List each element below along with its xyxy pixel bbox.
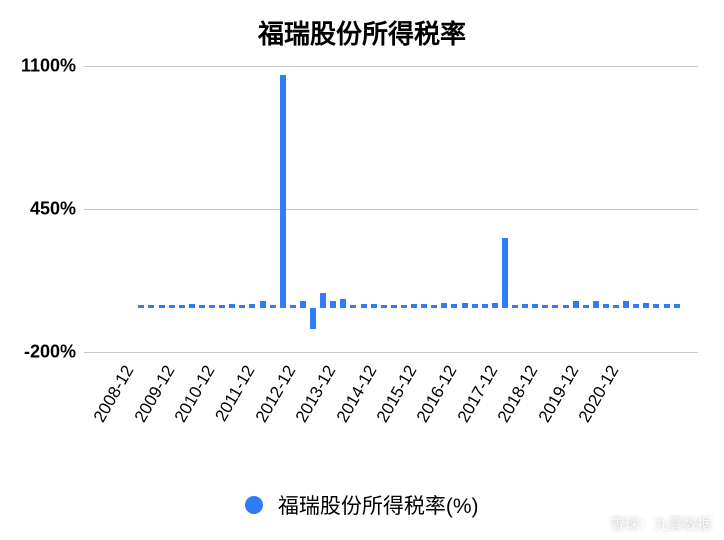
watermark-text: 雪球：九雾数据: [611, 516, 713, 532]
bar: [522, 304, 528, 308]
gridline: [84, 209, 698, 210]
bar: [573, 301, 579, 308]
plot-area: 2008-122009-122010-122011-122012-122013-…: [84, 66, 698, 352]
bar: [653, 304, 659, 308]
watermark: 雪球：九雾数据: [587, 514, 713, 534]
x-axis-labels: 2008-122009-122010-122011-122012-122013-…: [84, 352, 698, 472]
bar: [421, 304, 427, 308]
bar: [502, 238, 508, 308]
bar: [199, 305, 205, 308]
bar: [320, 293, 326, 308]
bar: [441, 303, 447, 309]
bar: [431, 305, 437, 308]
bar: [219, 305, 225, 308]
bar: [462, 303, 468, 309]
bar: [249, 304, 255, 308]
bar: [179, 305, 185, 308]
bar: [138, 305, 144, 308]
bar: [361, 304, 367, 308]
y-axis-label: 450%: [30, 199, 84, 220]
bar: [270, 305, 276, 308]
legend-label: 福瑞股份所得税率(%): [278, 490, 479, 520]
bar: [229, 304, 235, 308]
y-axis-label: 1100%: [21, 56, 84, 77]
bar: [532, 304, 538, 308]
bar: [300, 301, 306, 308]
bar: [169, 305, 175, 308]
bar: [563, 305, 569, 308]
watermark-icon: [587, 516, 605, 534]
legend-marker: [245, 496, 263, 514]
gridline: [84, 352, 698, 353]
bar: [674, 304, 680, 308]
bar: [512, 305, 518, 308]
bar: [472, 304, 478, 308]
gridline: [84, 66, 698, 67]
bar: [411, 304, 417, 308]
bar: [542, 305, 548, 308]
bar: [371, 304, 377, 308]
bar: [552, 305, 558, 308]
bar: [401, 305, 407, 308]
bar: [381, 305, 387, 308]
bar: [310, 308, 316, 329]
bar: [451, 304, 457, 308]
bar: [290, 305, 296, 308]
bar: [391, 305, 397, 308]
bar: [492, 303, 498, 309]
bar: [330, 301, 336, 308]
bar: [664, 304, 670, 308]
bar: [280, 75, 286, 308]
bar: [189, 304, 195, 308]
bar: [340, 299, 346, 308]
bar: [350, 305, 356, 308]
chart-container: 福瑞股份所得税率 2008-122009-122010-122011-12201…: [0, 0, 724, 540]
bar: [209, 305, 215, 308]
y-axis-label: -200%: [24, 342, 84, 363]
bar: [583, 305, 589, 308]
bar: [603, 304, 609, 308]
bar: [593, 301, 599, 308]
bar: [148, 305, 154, 308]
bar: [633, 304, 639, 308]
bar: [159, 305, 165, 308]
chart-title: 福瑞股份所得税率: [0, 14, 724, 51]
bar: [623, 301, 629, 308]
bar: [239, 305, 245, 308]
bar: [643, 303, 649, 308]
bar: [482, 304, 488, 308]
bar: [260, 301, 266, 308]
bar: [613, 305, 619, 308]
